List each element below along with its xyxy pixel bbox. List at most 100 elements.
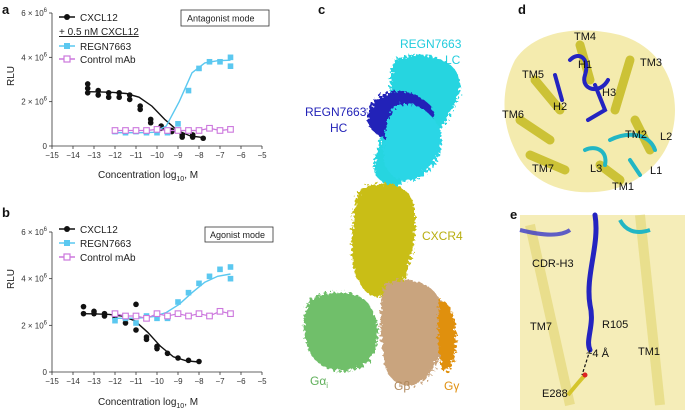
label-galpha: Gαi xyxy=(310,374,328,390)
data-point xyxy=(227,63,234,69)
data-point xyxy=(206,312,213,320)
label-tm5: TM5 xyxy=(522,69,544,81)
panel-a-ylabel: RLU xyxy=(6,66,17,86)
legend-control-mab: Control mAb xyxy=(80,55,136,66)
x-tick-label: −14 xyxy=(66,151,80,160)
data-point xyxy=(84,85,91,92)
data-point xyxy=(122,127,129,134)
x-tick-label: −8 xyxy=(194,377,204,386)
data-point xyxy=(133,320,139,326)
label-e288: E288 xyxy=(542,388,568,400)
panel-c-cryoem-map: c REGN7663 LC REGN7663 HC CXCR4 Gαi Gβ G… xyxy=(303,2,463,393)
data-point xyxy=(216,307,224,315)
label-regn7663-lc: REGN7663 xyxy=(400,37,462,51)
label-h1: H1 xyxy=(578,59,592,71)
data-point xyxy=(84,81,91,87)
data-point xyxy=(132,312,140,320)
data-point xyxy=(189,134,196,140)
label-l3: L3 xyxy=(590,163,602,175)
label-tm2: TM2 xyxy=(625,129,647,141)
series-line xyxy=(114,310,231,319)
panel-e-closeup: e CDR-H3 R105 TM7 TM1 ~4 Å E288 xyxy=(510,207,685,410)
panel-a-axes: −15 −14 −13 −12 −11 −10 −9 −8 −7 −6 −5 0 2 × 106 4 × … xyxy=(21,8,267,160)
panel-a-mode-label: Antagonist mode xyxy=(187,14,255,24)
data-point xyxy=(91,310,97,317)
data-point xyxy=(95,92,101,98)
label-lc: LC xyxy=(445,53,461,67)
e288-sidechain xyxy=(566,373,587,397)
data-point xyxy=(185,312,192,320)
data-point xyxy=(196,65,202,72)
data-point xyxy=(133,327,139,333)
label-tm4: TM4 xyxy=(574,31,596,43)
label-cdr-h3: CDR-H3 xyxy=(532,258,574,270)
panel-b-marks xyxy=(80,264,234,365)
galpha-density xyxy=(303,291,378,372)
label-ggamma: Gγ xyxy=(444,379,459,393)
data-point xyxy=(122,312,129,320)
label-r105: R105 xyxy=(602,319,628,331)
data-point xyxy=(179,134,185,140)
data-point xyxy=(154,345,160,352)
legend-control-mab: Control mAb xyxy=(80,253,136,264)
data-point xyxy=(164,127,171,134)
data-point xyxy=(122,320,129,326)
data-point xyxy=(174,127,182,134)
legend-regn7663: REGN7663 xyxy=(80,42,132,53)
data-point xyxy=(227,54,234,61)
x-tick-label: −13 xyxy=(87,151,101,160)
data-point xyxy=(185,87,192,94)
x-tick-label: −15 xyxy=(45,151,59,160)
data-point xyxy=(216,127,224,134)
data-point xyxy=(154,315,160,322)
x-tick-label: −11 xyxy=(130,377,144,386)
label-regn7663-hc: REGN7663 xyxy=(305,105,367,119)
panel-b-legend: CXCL12 REGN7663 Control mAb xyxy=(59,225,136,264)
panel-a-chart: a −15 −14 −13 −12 −11 −10 −9 −8 −7 −6 −5 0 2 × 106 4 … xyxy=(2,2,270,183)
data-point xyxy=(200,135,206,142)
x-tick-label: −9 xyxy=(173,377,183,386)
label-tm1: TM1 xyxy=(612,181,634,193)
data-point xyxy=(126,96,133,103)
label-h2: H2 xyxy=(553,101,567,113)
y-tick-label: 2 × 106 xyxy=(21,97,47,107)
y-tick-label: 6 × 106 xyxy=(21,227,47,237)
data-point xyxy=(185,289,192,296)
x-tick-label: −11 xyxy=(130,151,144,160)
y-tick-label: 0 xyxy=(43,142,48,151)
data-point xyxy=(217,266,223,273)
panel-b-chart: b −15 −14 −13 −12 −11 −10 −9 −8 −7 −6 −5 0 2 × 106 4 … xyxy=(2,205,274,410)
x-tick-label: −5 xyxy=(257,151,267,160)
legend-cxcl12: CXCL12 xyxy=(80,13,118,24)
panel-d-structure: d TM4 TM5 H1 TM3 H2 H3 TM6 TM2 L2 L3 TM7… xyxy=(502,2,675,193)
x-tick-label: −9 xyxy=(173,151,183,160)
data-point xyxy=(174,310,182,318)
panel-letter-d: d xyxy=(518,2,526,17)
cdr-loops-lc xyxy=(583,132,657,177)
data-point xyxy=(185,127,192,134)
panel-b-mode-label: Agonist mode xyxy=(210,230,265,240)
y-tick-label: 6 × 106 xyxy=(21,8,47,18)
data-point xyxy=(164,312,171,320)
panel-a-xlabel: Concentration log10, M xyxy=(98,170,198,183)
data-point xyxy=(133,301,139,308)
data-point xyxy=(95,87,101,94)
x-tick-label: −15 xyxy=(45,377,59,386)
panel-letter-a: a xyxy=(2,2,10,17)
data-point xyxy=(111,127,119,134)
label-cxcr4: CXCR4 xyxy=(422,229,463,243)
data-point xyxy=(80,303,87,310)
panel-b-ylabel: RLU xyxy=(6,269,17,289)
tm-helices xyxy=(515,40,655,185)
data-point xyxy=(185,357,192,364)
data-point xyxy=(175,299,181,305)
label-gbeta: Gβ xyxy=(394,379,410,393)
cdr-h3-loop xyxy=(586,212,599,353)
data-point xyxy=(105,94,112,101)
label-l1: L1 xyxy=(650,165,662,177)
data-point xyxy=(206,58,213,65)
label-tm7: TM7 xyxy=(530,321,552,333)
x-tick-label: −10 xyxy=(150,151,164,160)
data-point xyxy=(143,127,150,134)
data-point xyxy=(206,124,213,132)
